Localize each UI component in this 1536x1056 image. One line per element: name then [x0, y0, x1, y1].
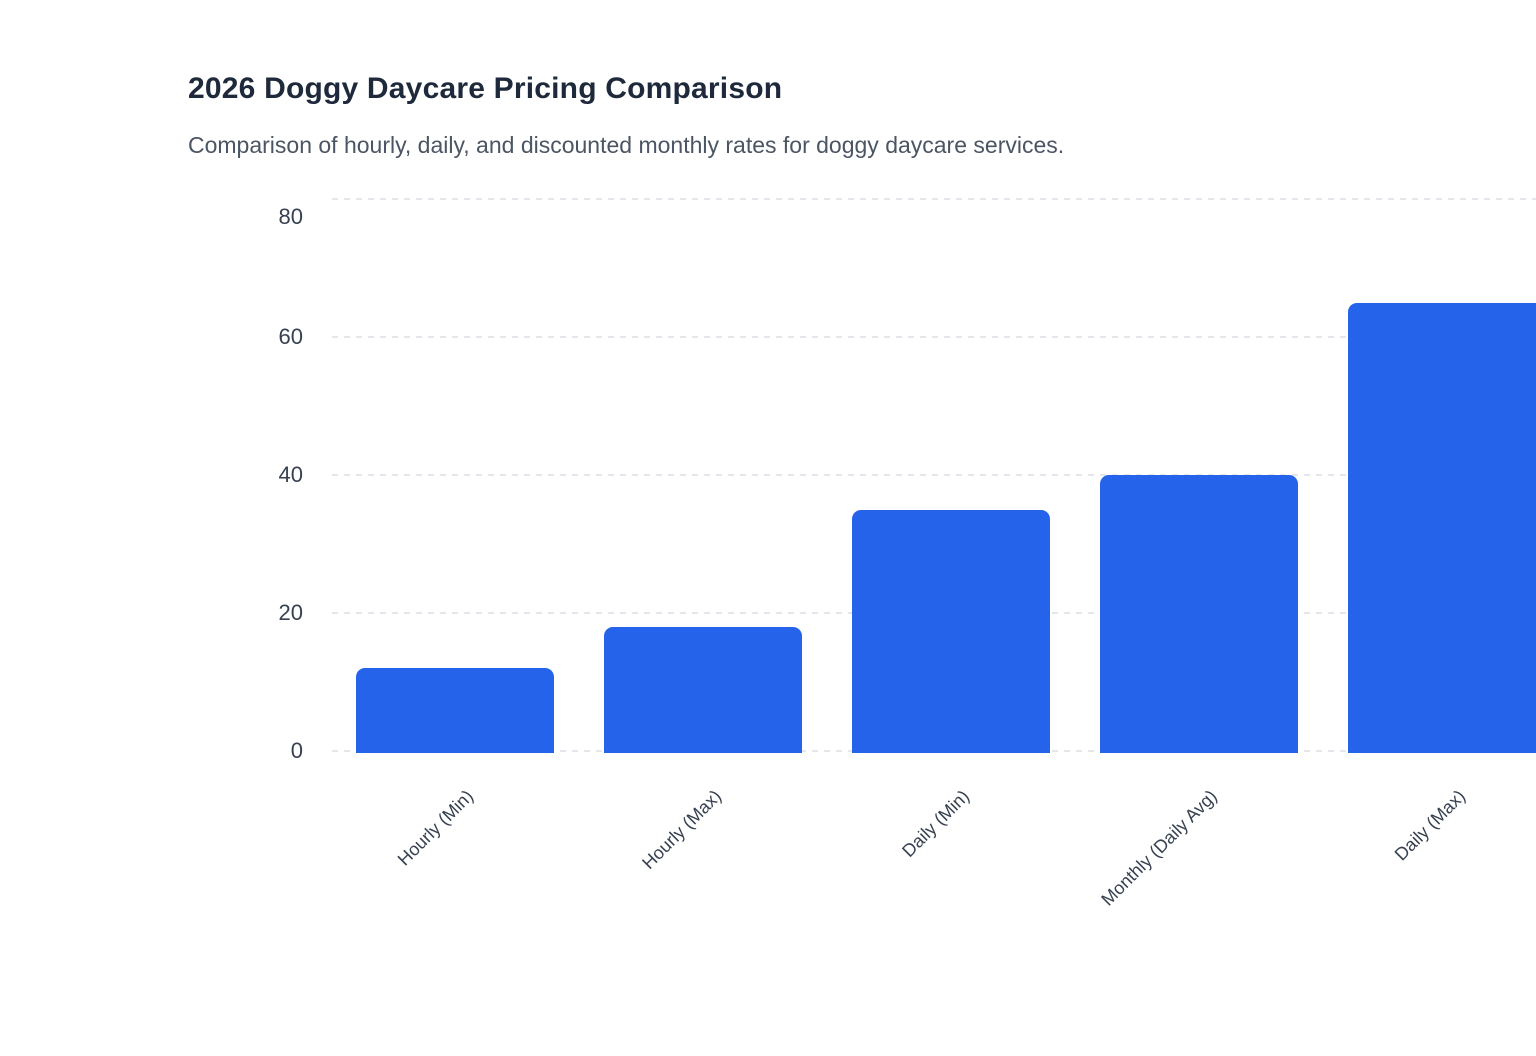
chart-title: 2026 Doggy Daycare Pricing Comparison: [188, 72, 783, 105]
bar: [356, 668, 554, 753]
x-tick-label: Hourly (Max): [638, 786, 726, 873]
bar: [1100, 475, 1298, 753]
x-tick-label: Daily (Min): [898, 786, 974, 861]
y-gridline: [332, 474, 1536, 476]
y-tick-label: 0: [290, 738, 303, 763]
x-tick-label: Hourly (Min): [393, 786, 478, 870]
x-tick-label: Monthly (Daily Avg): [1097, 786, 1222, 910]
bar: [852, 509, 1050, 753]
chart-subtitle: Comparison of hourly, daily, and discoun…: [188, 132, 1065, 158]
y-gridline: [332, 336, 1536, 338]
y-tick-label: 60: [278, 324, 303, 349]
bar: [1348, 302, 1536, 753]
y-tick-label: 80: [278, 204, 303, 229]
y-tick-label: 20: [278, 600, 303, 625]
bar: [604, 626, 802, 753]
y-gridline: [332, 198, 1536, 200]
y-tick-label: 40: [278, 462, 303, 487]
x-tick-label: Daily (Max): [1390, 786, 1470, 865]
